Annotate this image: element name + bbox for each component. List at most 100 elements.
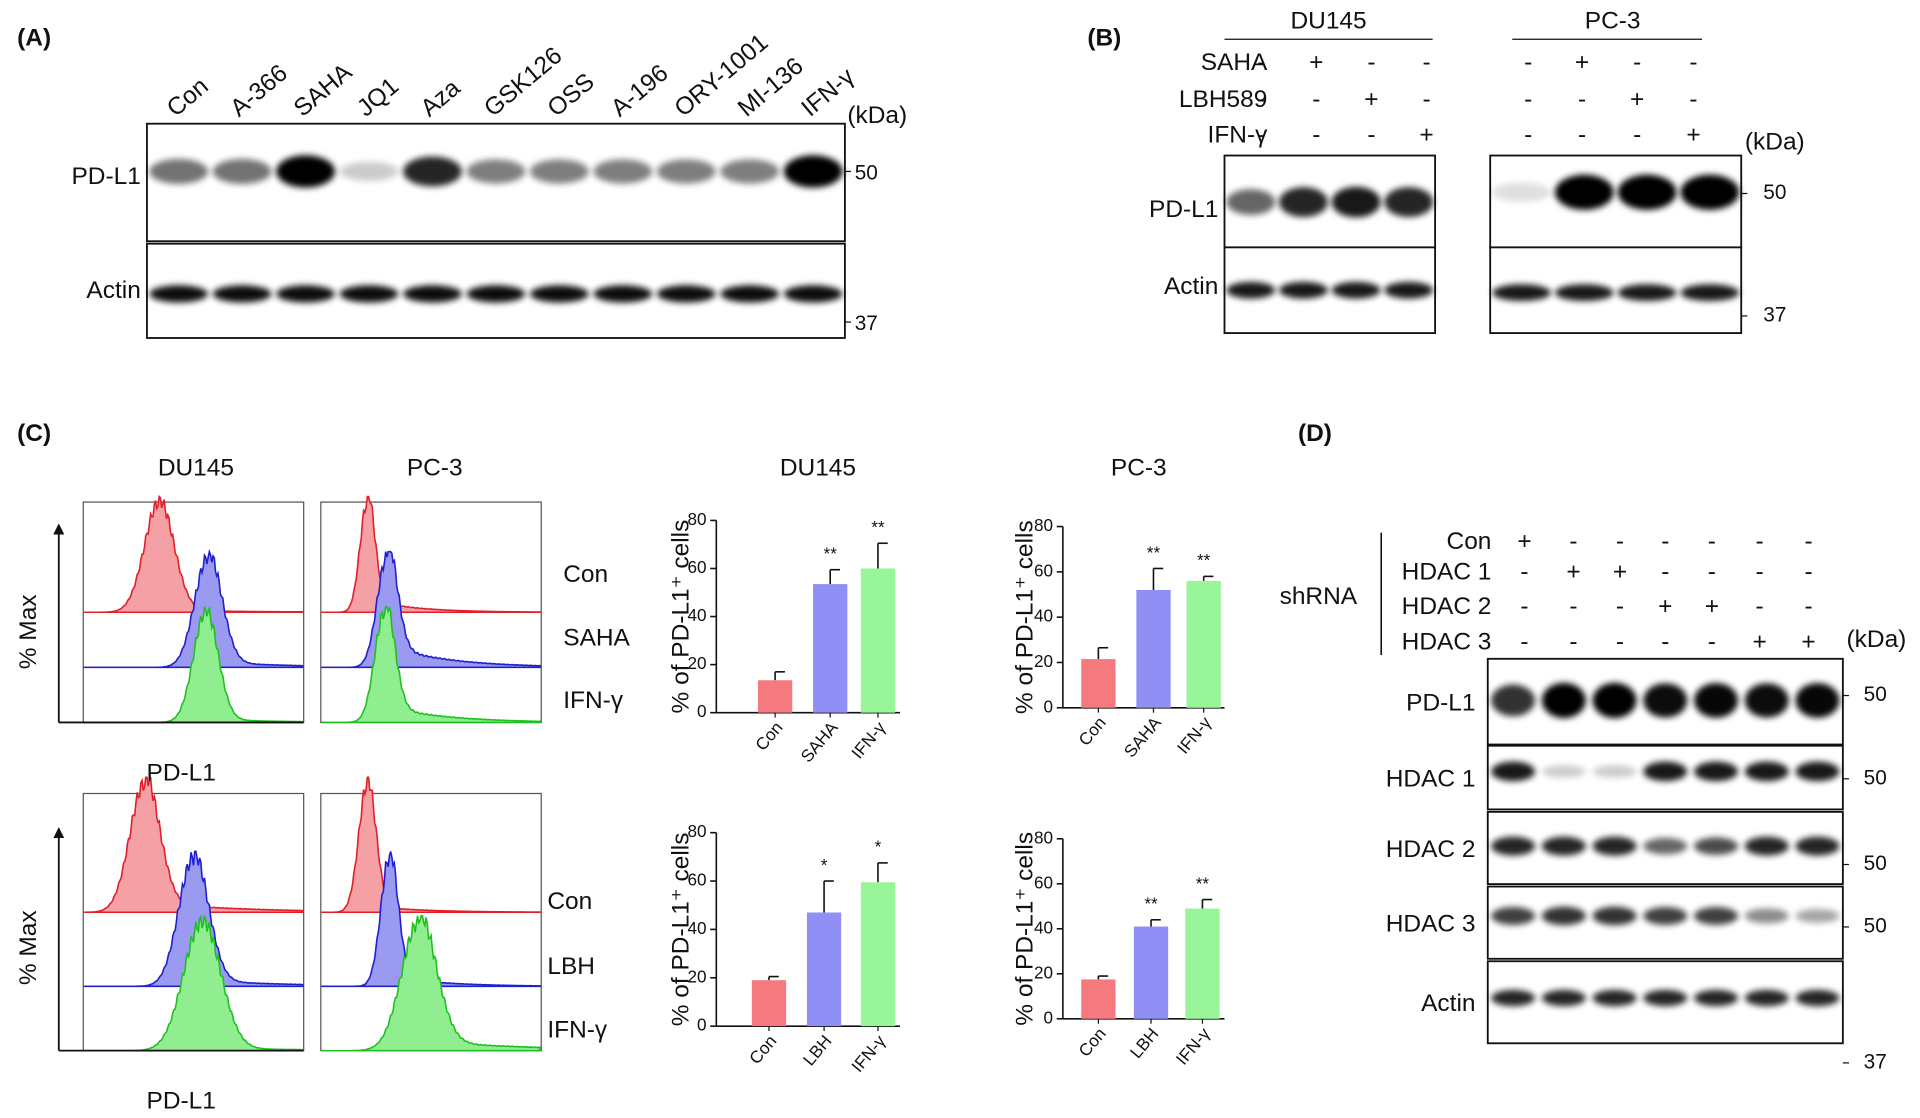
sign: - <box>1804 593 1812 620</box>
condition-label: LBH <box>547 953 595 980</box>
sign: - <box>1312 86 1320 113</box>
blot-band <box>529 285 589 303</box>
blot-band <box>149 158 209 184</box>
marker-label: 50 <box>1864 852 1887 875</box>
blot-band <box>1744 908 1789 924</box>
blot-band <box>1278 187 1328 218</box>
sign: - <box>1257 86 1265 113</box>
marker-label: 50 <box>855 161 878 184</box>
y-tick-label: 40 <box>687 918 706 938</box>
blot-band <box>1693 837 1739 855</box>
lane-label: JQ1 <box>352 73 404 123</box>
chart-title: PC-3 <box>1111 454 1167 481</box>
panel-label: (B) <box>1087 25 1121 52</box>
sign: - <box>1804 528 1812 555</box>
blot-band <box>1278 281 1328 299</box>
sign: - <box>1520 559 1528 586</box>
group-label: shRNA <box>1280 583 1358 610</box>
y-tick-label: 0 <box>1044 696 1054 716</box>
marker-label: 37 <box>1864 1050 1887 1073</box>
blot-band <box>1795 836 1840 856</box>
blot-band <box>720 285 780 303</box>
sign: + <box>1705 593 1719 620</box>
blot-band <box>1592 765 1637 778</box>
sign: - <box>1257 121 1265 148</box>
blot-band <box>1384 281 1434 299</box>
sign: - <box>1578 121 1586 148</box>
blot-band <box>1643 837 1688 855</box>
y-tick-label: 0 <box>697 701 707 721</box>
row-label: PD-L1 <box>1406 690 1475 717</box>
blot-band <box>1744 761 1789 782</box>
treatment-label: SAHA <box>1201 49 1268 76</box>
sign: + <box>1364 86 1378 113</box>
sign: - <box>1569 593 1577 620</box>
blot-band <box>339 285 399 303</box>
axis-label: % Max <box>15 910 42 985</box>
blot-band <box>1643 761 1688 782</box>
y-tick-label: 0 <box>1044 1007 1054 1027</box>
y-tick-label: 20 <box>1034 962 1053 982</box>
sign: - <box>1633 49 1641 76</box>
lane-label: Aza <box>416 74 466 122</box>
histogram <box>322 914 541 1052</box>
unit-label: (kDa) <box>1745 129 1805 156</box>
panel-label: (A) <box>17 25 51 52</box>
treatment-label: HDAC 1 <box>1402 559 1492 586</box>
blot-band <box>1541 765 1586 778</box>
x-tick-label: IFN-γ <box>1172 1023 1215 1068</box>
blot-band <box>783 155 843 188</box>
significance: ** <box>1197 550 1211 570</box>
sign: + <box>1630 86 1644 113</box>
row-label: HDAC 2 <box>1386 836 1476 863</box>
bar <box>1185 908 1220 1019</box>
blot-band <box>1744 683 1789 718</box>
marker-label: 37 <box>1763 303 1786 326</box>
sign: - <box>1708 628 1716 655</box>
sign: - <box>1616 593 1624 620</box>
bar <box>1186 580 1221 708</box>
blot-band <box>1384 187 1434 218</box>
treatment-label: HDAC 2 <box>1402 593 1492 620</box>
significance: ** <box>1196 873 1210 893</box>
blot-band <box>1744 989 1789 1007</box>
sign: + <box>1658 593 1672 620</box>
significance: ** <box>871 517 885 537</box>
flow-title: DU145 <box>158 454 234 481</box>
blot-band <box>1592 906 1637 926</box>
lane-label: SAHA <box>289 58 358 122</box>
sign: - <box>1708 528 1716 555</box>
sign: - <box>1367 49 1375 76</box>
y-tick-label: 20 <box>687 966 706 986</box>
histogram <box>322 605 541 724</box>
blot-band <box>1541 989 1586 1007</box>
blot-band <box>1643 989 1688 1007</box>
blot-band <box>149 285 209 303</box>
blot-band <box>1541 836 1586 856</box>
blot-band <box>1693 989 1739 1007</box>
row-label: HDAC 1 <box>1386 765 1476 792</box>
x-tick-label: Con <box>1074 1024 1110 1061</box>
bar <box>1081 659 1116 708</box>
blot-band <box>1795 908 1840 923</box>
y-tick-label: 80 <box>1034 827 1053 847</box>
sign: - <box>1524 86 1532 113</box>
sign: - <box>1616 528 1624 555</box>
blot-band <box>1744 836 1789 856</box>
lane-label: A-196 <box>606 60 673 123</box>
marker-label: 50 <box>1763 181 1786 204</box>
sign: - <box>1422 86 1430 113</box>
row-label: Actin <box>1421 990 1475 1017</box>
blot-band <box>1592 836 1637 856</box>
y-tick-label: 40 <box>1034 917 1053 937</box>
sign: - <box>1708 559 1716 586</box>
treatment-label: LBH589 <box>1179 86 1267 113</box>
y-tick-label: 20 <box>687 653 706 673</box>
marker-label: 50 <box>1864 683 1887 706</box>
sign: - <box>1569 528 1577 555</box>
blot-band <box>1226 281 1276 299</box>
blot-band <box>1331 281 1381 299</box>
row-label: Actin <box>86 277 140 304</box>
blot-band <box>1491 906 1536 925</box>
